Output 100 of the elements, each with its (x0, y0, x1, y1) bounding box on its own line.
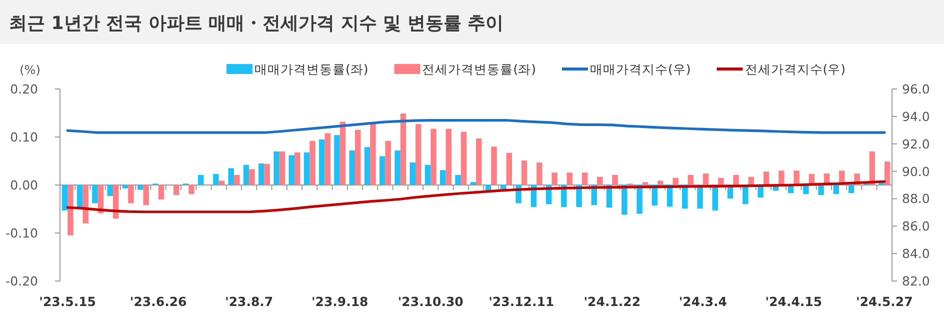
bar (243, 164, 250, 185)
bar (470, 182, 476, 185)
bar (430, 128, 436, 185)
x-tick-label: '23.8.7 (225, 294, 274, 309)
bar (440, 170, 446, 185)
bar (582, 172, 588, 185)
title: 최근 1년간 전국 아파트 매매・전세가격 지수 및 변동률 추이 (9, 13, 504, 34)
bar (188, 185, 194, 194)
y2-tick-label: 86.0 (902, 218, 930, 234)
x-tick-label: '23.6.26 (130, 294, 188, 309)
y-tick-label: -0.10 (6, 226, 38, 240)
legend-label: 전세가격지수(우) (744, 62, 846, 76)
bar (424, 164, 431, 185)
bar (318, 139, 325, 185)
bar (833, 185, 840, 194)
bar (68, 185, 74, 236)
x-tick-label: '23.5.15 (39, 294, 96, 309)
bar (198, 174, 204, 185)
bar (818, 185, 824, 196)
x-tick-label: '24.3.4 (678, 294, 728, 309)
bar (848, 185, 854, 194)
bar (460, 132, 467, 185)
legend-label: 매매가격지수(우) (590, 62, 691, 76)
y2-tick-label: 96.0 (902, 82, 930, 96)
bar (415, 124, 422, 185)
y2-tick-label: 82.0 (902, 274, 930, 288)
bar (688, 174, 694, 185)
bar (370, 123, 376, 185)
bar (324, 133, 330, 185)
bar (62, 185, 68, 210)
bar (213, 174, 219, 185)
y2-tick-label: 92.0 (902, 136, 930, 152)
y2-tick-label: 90.0 (902, 164, 930, 179)
bar (400, 113, 406, 185)
y2-tick-label: 88.0 (902, 191, 930, 206)
bar (228, 168, 234, 185)
bar (385, 140, 391, 185)
bar (364, 147, 370, 185)
x-tick-label: '24.4.15 (765, 294, 822, 309)
bar (702, 173, 709, 185)
bar (334, 135, 340, 185)
bar (258, 163, 264, 185)
x-tick-label: '23.9.18 (311, 294, 368, 309)
bar (636, 185, 642, 214)
y-tick-label: 0.00 (10, 178, 38, 192)
bar (455, 174, 461, 185)
bar (249, 169, 255, 185)
y2-tick-label: 84.0 (902, 246, 930, 262)
bar (354, 130, 361, 185)
bar (491, 146, 497, 185)
bar (128, 185, 134, 204)
x-tick-label: '24.1.22 (584, 294, 641, 309)
bar (288, 155, 294, 185)
y-tick-label: -0.20 (6, 274, 38, 288)
bar (137, 185, 144, 190)
bar (340, 122, 346, 185)
bar (173, 185, 180, 196)
y-tick-label: 0.10 (10, 130, 38, 144)
bar (394, 150, 400, 185)
y-tick-label: 0.20 (10, 82, 38, 96)
bar (552, 172, 558, 185)
legend-label: 전세가격변동률(좌) (422, 62, 536, 76)
bar (107, 185, 113, 196)
bar (778, 170, 784, 185)
bar (521, 160, 528, 185)
bar (884, 161, 890, 185)
bar (82, 185, 88, 224)
bar (349, 150, 355, 185)
y2-tick-label: 94.0 (902, 108, 930, 124)
bar (597, 176, 603, 185)
bar (672, 178, 678, 185)
bar (576, 185, 582, 208)
bar (536, 162, 542, 185)
bar (310, 140, 316, 185)
bar (234, 174, 240, 185)
bar (379, 156, 386, 185)
x-tick-label: '23.12.11 (488, 294, 554, 309)
bar (658, 180, 664, 185)
bar (718, 178, 724, 185)
bar (733, 174, 739, 185)
bar (476, 138, 482, 185)
bar (92, 185, 98, 204)
bar (158, 185, 164, 200)
bar (218, 180, 225, 185)
bar (410, 162, 416, 185)
bar (279, 151, 286, 185)
bar (506, 152, 512, 185)
bar (304, 152, 310, 185)
bar (612, 174, 618, 185)
bar (566, 172, 573, 185)
x-tick-label: '23.10.30 (398, 294, 464, 309)
bar (122, 185, 128, 188)
bar (642, 182, 648, 185)
bar (446, 128, 452, 185)
bar (143, 185, 149, 206)
bar (264, 164, 270, 185)
bar (274, 151, 280, 185)
bar (294, 152, 300, 185)
y-axis-title: (%) (20, 63, 40, 77)
x-tick-label: '24.5.27 (856, 294, 913, 309)
